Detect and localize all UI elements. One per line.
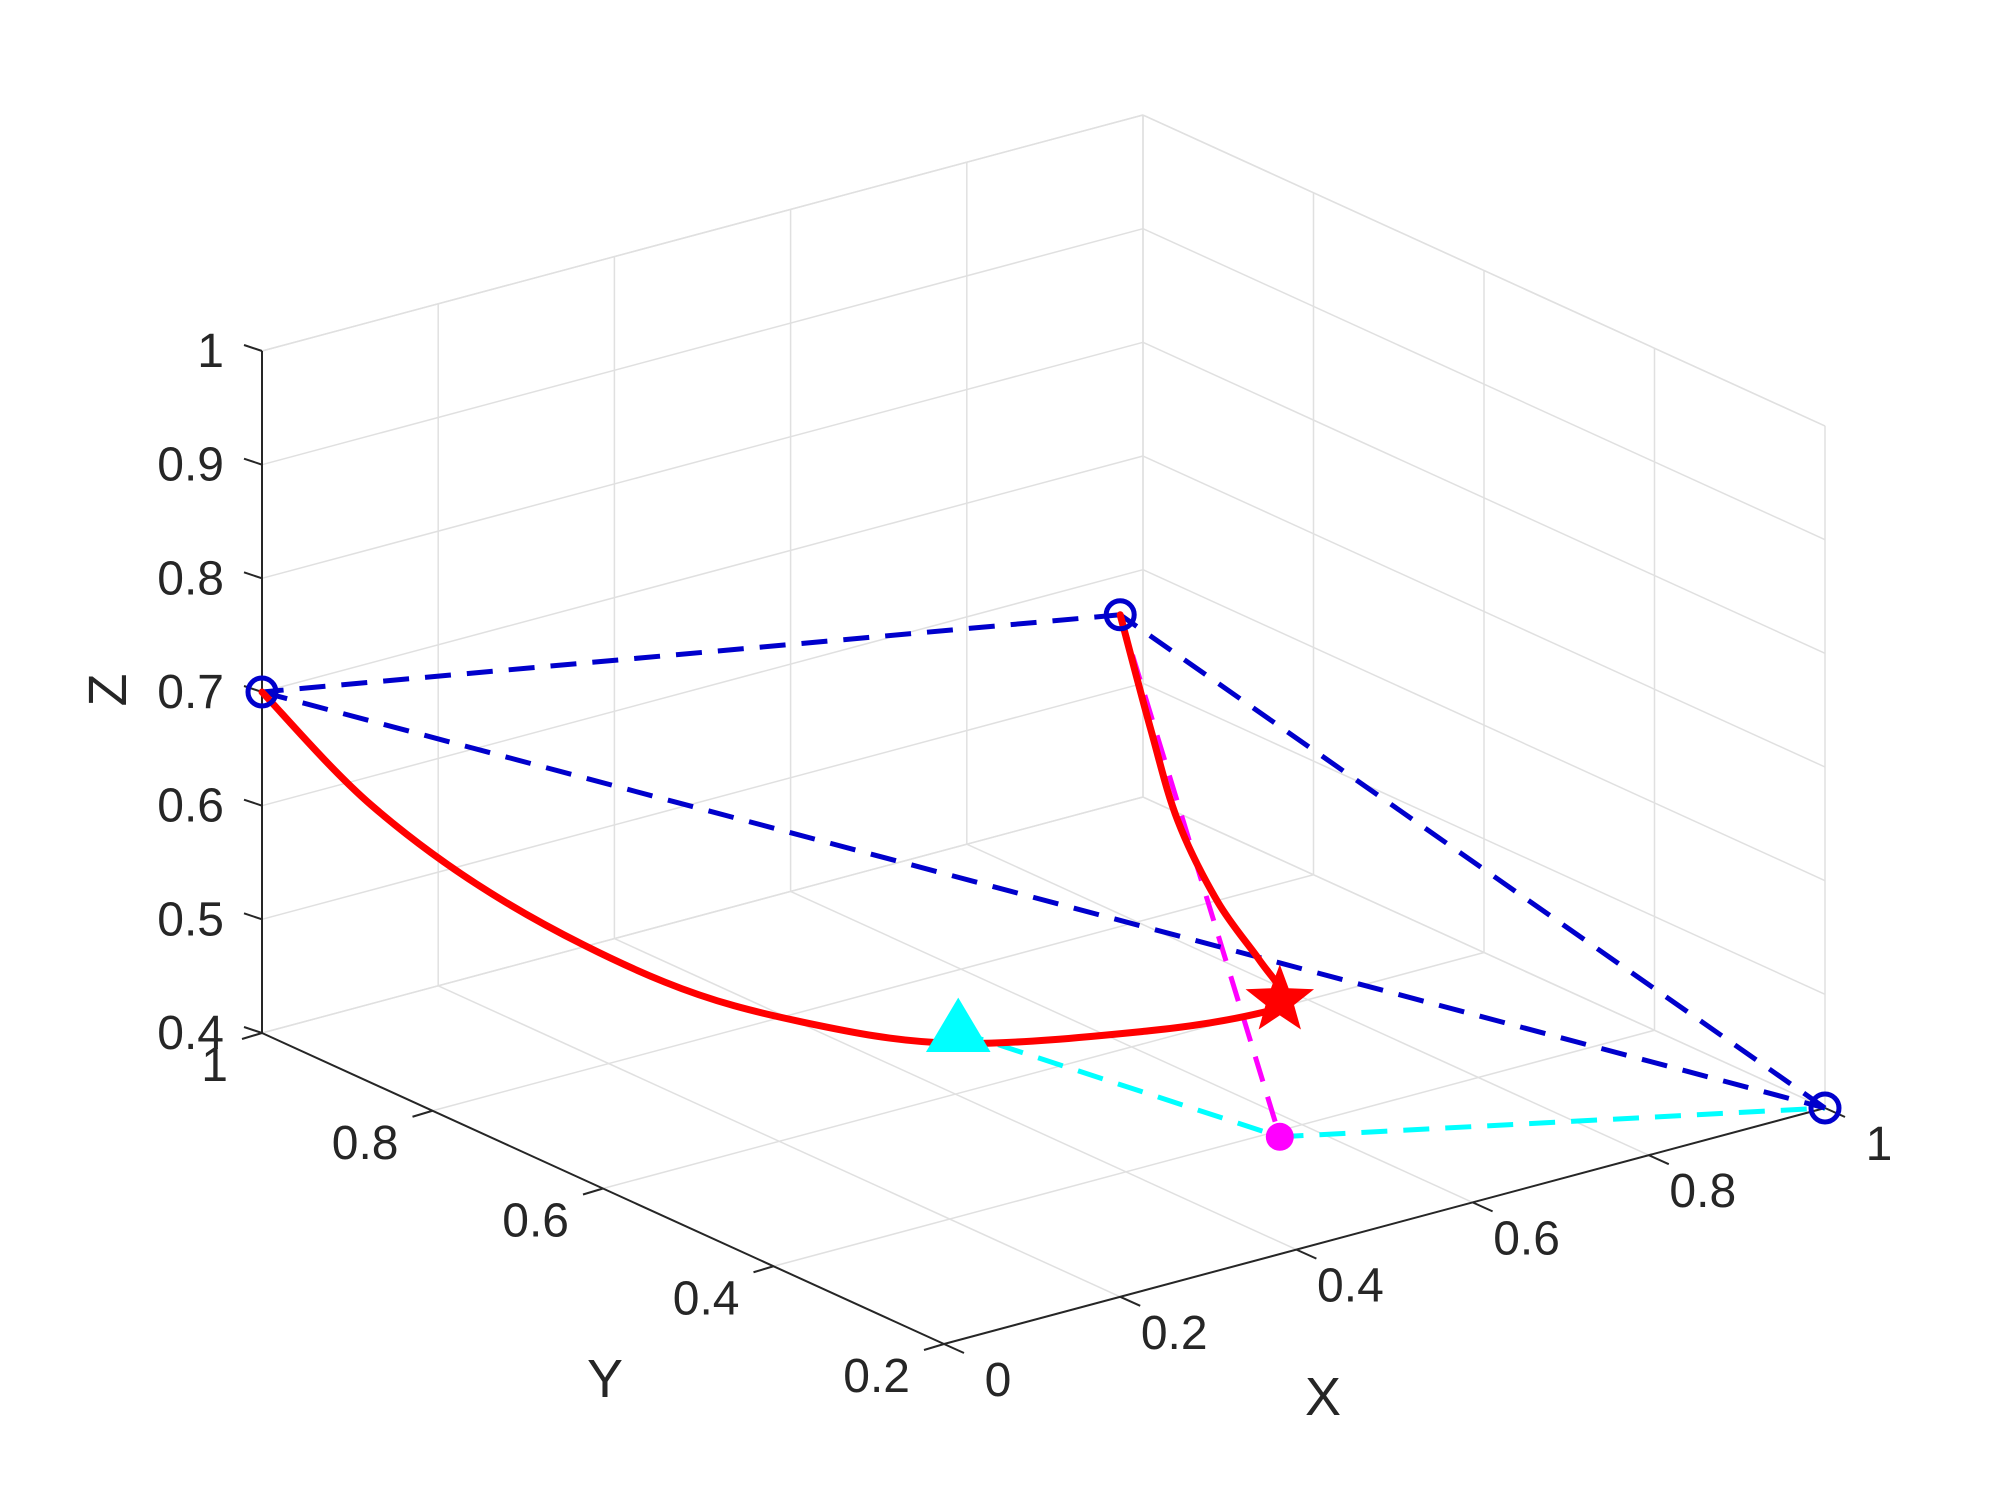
y-tick-label: 1: [201, 1039, 228, 1092]
vertex-marker: [245, 675, 279, 709]
labels-layer: X Y Z: [78, 674, 1341, 1428]
y-tick: [582, 1187, 604, 1196]
x-tick: [1472, 1201, 1494, 1213]
x-tick: [943, 1343, 965, 1354]
z-axis-title: Z: [78, 674, 138, 707]
y-tick-label: 0.8: [332, 1117, 399, 1170]
x-tick: [1648, 1154, 1670, 1166]
triangle-edge: [261, 689, 1826, 1111]
z-tick-label: 0.8: [157, 552, 224, 605]
x-axis-title: X: [1305, 1367, 1341, 1427]
y-tick: [241, 1032, 263, 1040]
grid-line: [261, 796, 1144, 1034]
red-curve: [258, 611, 1289, 1047]
grid-line: [1142, 568, 1826, 882]
grid-line: [261, 114, 1144, 352]
grid-line: [1142, 341, 1826, 655]
grid-line: [261, 455, 1144, 693]
x-axis-line: [943, 1107, 1826, 1345]
vertex-marker: [1808, 1091, 1842, 1125]
z-tick: [243, 912, 263, 921]
x-tick-label: 0.6: [1493, 1212, 1560, 1265]
z-tick: [243, 571, 263, 580]
data-layer: [245, 598, 1842, 1151]
triangle-edge: [261, 612, 1121, 695]
grid-line: [432, 874, 1314, 1112]
grid-line: [1142, 796, 1826, 1109]
x-tick-label: 0.8: [1669, 1165, 1736, 1218]
grid-line: [1142, 682, 1826, 996]
z-tick-label: 1: [197, 325, 224, 378]
projected-point-marker: [1265, 1122, 1294, 1151]
grid-line: [1142, 455, 1826, 768]
x-tick: [1824, 1107, 1846, 1118]
x-tick-label: 0.4: [1317, 1260, 1384, 1313]
grid-line: [1142, 227, 1826, 541]
x-tick-label: 0: [985, 1354, 1012, 1407]
z-tick-label: 0.9: [157, 439, 224, 492]
x-tick-label: 0.2: [1141, 1307, 1208, 1360]
y-tick: [412, 1109, 433, 1118]
grid-line: [1142, 114, 1826, 427]
grid-line: [261, 227, 1144, 466]
grid-layer: [261, 114, 1826, 1345]
x-tick-label: 1: [1866, 1118, 1893, 1171]
y-axis-title: Y: [587, 1349, 623, 1409]
z-tick: [243, 457, 263, 466]
z-tick-label: 0.4: [157, 1007, 224, 1060]
z-tick: [243, 798, 263, 807]
x-tick: [1295, 1248, 1317, 1260]
z-tick: [243, 344, 263, 352]
axes-layer: 00.20.40.60.810.20.40.60.810.40.50.60.70…: [157, 325, 1892, 1407]
triangle-edge: [1118, 612, 1827, 1111]
z-tick-label: 0.7: [157, 666, 224, 719]
y-tick-label: 0.6: [502, 1195, 569, 1248]
z-tick-label: 0.5: [157, 893, 224, 946]
z-tick: [243, 1026, 263, 1034]
star-point-marker: [1245, 964, 1315, 1030]
grid-line: [261, 341, 1144, 580]
y-tick: [923, 1343, 945, 1351]
triangle-point-marker: [925, 997, 991, 1053]
vertex-marker: [1103, 598, 1137, 632]
grid-line: [773, 1029, 1655, 1267]
grid-line: [602, 951, 1485, 1190]
grid-line: [261, 682, 1144, 921]
grid-line: [261, 568, 1144, 807]
z-tick-label: 0.6: [157, 780, 224, 833]
y-tick: [753, 1265, 774, 1274]
x-tick: [1119, 1295, 1141, 1307]
y-tick-label: 0.2: [843, 1350, 910, 1403]
y-tick-label: 0.4: [673, 1272, 740, 1325]
base-dashed-line: [957, 1029, 1826, 1140]
